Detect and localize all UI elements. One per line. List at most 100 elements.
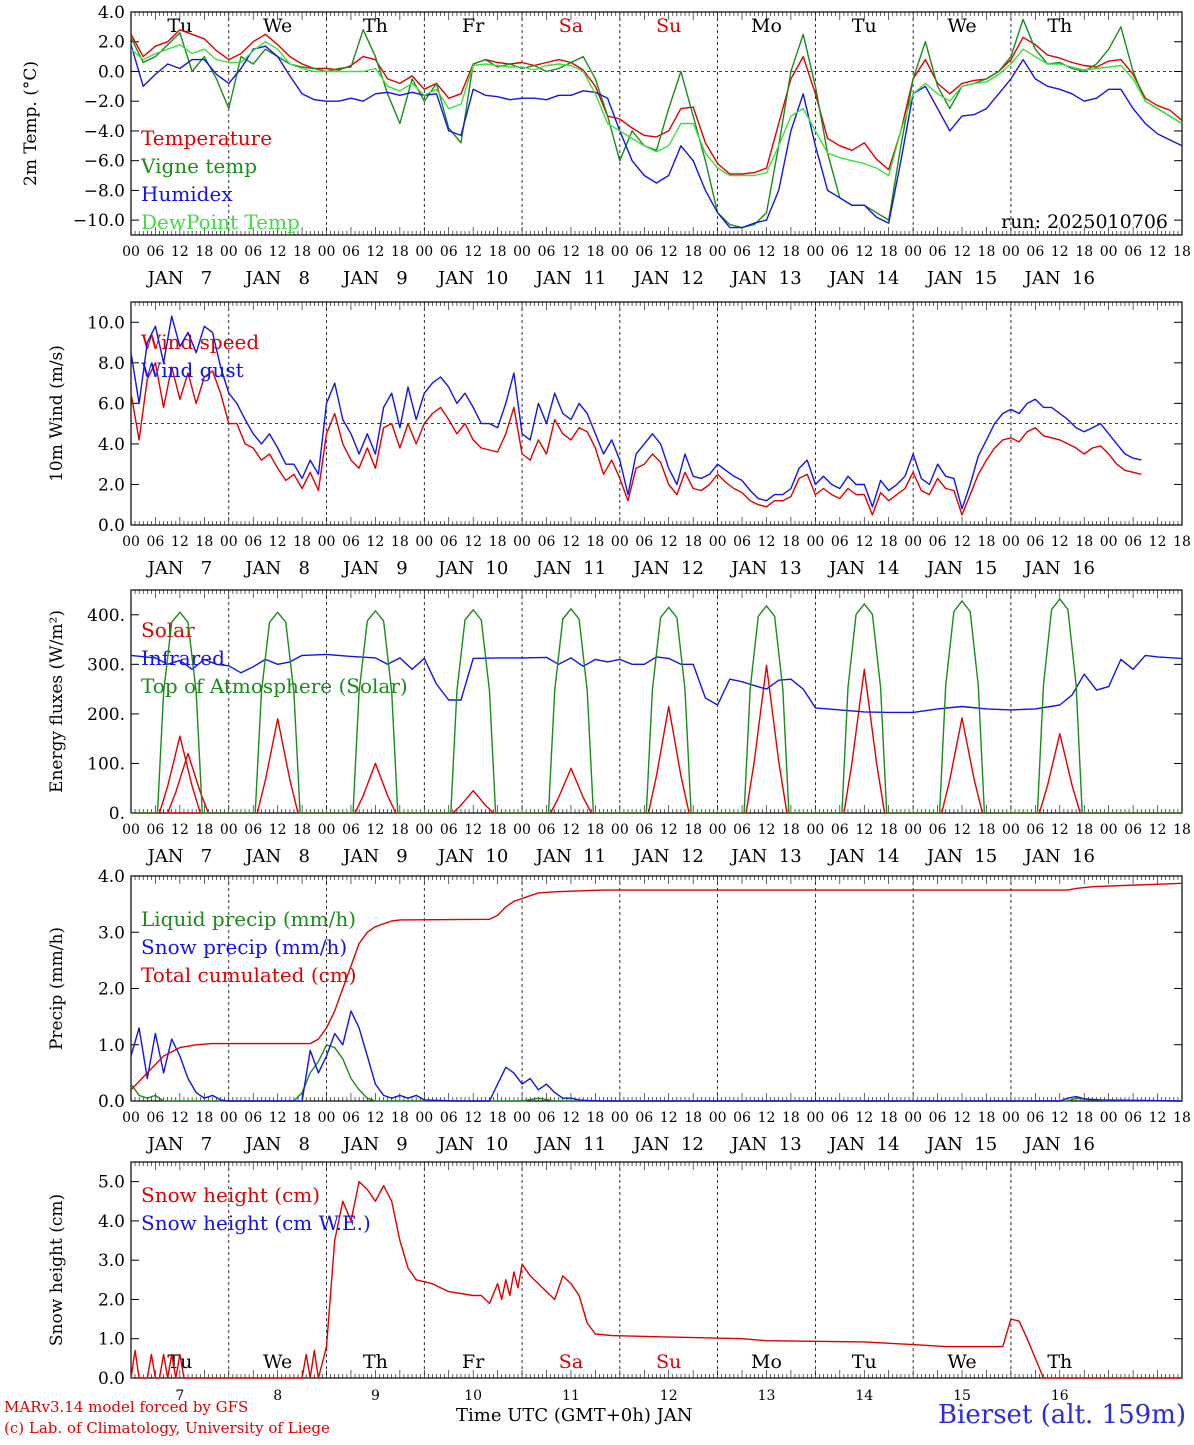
hour-label: 06: [538, 822, 556, 838]
hour-label: 06: [831, 822, 849, 838]
hour-label: 06: [538, 244, 556, 260]
hour-label: 18: [1075, 534, 1093, 550]
y-axis-title: Precip (mm/h): [47, 927, 67, 1050]
series-line-green: [130, 18, 1183, 229]
hour-label: 00: [415, 822, 433, 838]
hour-label: 12: [758, 822, 776, 838]
weekday-label: Th: [363, 15, 388, 37]
date-label: JAN 7: [146, 1134, 213, 1155]
series-line-lightgreen: [130, 41, 1183, 177]
legend-entry: Snow height (cm): [141, 1183, 320, 1207]
hour-label: 00: [513, 244, 531, 260]
y-tick-label: −8.0: [84, 181, 125, 201]
hour-label: 18: [586, 534, 604, 550]
hour-label: 12: [464, 1110, 482, 1126]
date-label: JAN 16: [1023, 1134, 1095, 1155]
hour-label: 00: [318, 1110, 336, 1126]
hour-label: 18: [586, 822, 604, 838]
series-line-blue: [130, 1010, 1183, 1102]
station-label: Bierset (alt. 159m): [937, 1400, 1186, 1430]
y-tick-label: 300.: [87, 655, 125, 675]
y-tick-label: 200.: [87, 705, 125, 725]
y-tick-label: 2.0: [98, 980, 125, 1000]
hour-label: 18: [880, 244, 898, 260]
hour-label: 06: [929, 244, 947, 260]
y-tick-label: 4.0: [98, 867, 125, 887]
hour-label: 12: [269, 534, 287, 550]
hour-label: 00: [220, 534, 238, 550]
plot-frame: [130, 589, 1183, 814]
day-number: 8: [273, 1388, 282, 1404]
day-number: 15: [953, 1388, 971, 1404]
hour-label: 06: [147, 1110, 165, 1126]
date-label: JAN 11: [534, 1134, 606, 1155]
hour-label: 12: [1149, 534, 1167, 550]
hour-label: 12: [464, 534, 482, 550]
date-label: JAN 16: [1023, 558, 1095, 579]
hour-label: 06: [1124, 534, 1142, 550]
y-axis-title: Energy fluxes (W/m²): [47, 610, 67, 793]
hour-label: 18: [782, 244, 800, 260]
hour-label: 00: [318, 244, 336, 260]
y-tick-label: 1.0: [98, 1036, 125, 1056]
hour-label: 06: [147, 822, 165, 838]
model-credit: MARv3.14 model forced by GFS: [4, 1398, 249, 1416]
y-tick-label: 8.0: [98, 354, 125, 374]
date-label: JAN 14: [827, 558, 899, 579]
hour-label: 06: [147, 244, 165, 260]
y-tick-label: 2.0: [98, 475, 125, 495]
hour-label: 00: [122, 822, 140, 838]
date-label: JAN 7: [146, 558, 213, 579]
hour-label: 00: [122, 244, 140, 260]
hour-label: 12: [758, 1110, 776, 1126]
hour-label: 06: [1026, 822, 1044, 838]
date-label: JAN 14: [827, 268, 899, 289]
hour-label: 12: [953, 534, 971, 550]
date-label: JAN 12: [632, 1134, 704, 1155]
hour-label: 06: [733, 534, 751, 550]
hour-label: 18: [586, 244, 604, 260]
hour-label: 18: [391, 244, 409, 260]
weekday-label: Mo: [751, 1351, 782, 1373]
hour-label: 12: [1051, 244, 1069, 260]
hour-label: 00: [220, 244, 238, 260]
weekday-label: Th: [1047, 1351, 1072, 1373]
panel-5: 5.0 4.0 3.0 2.0 1.0 0.0 Snow height (cm) 7 8 9 10 1…: [47, 1161, 1183, 1404]
hour-label: 12: [171, 534, 189, 550]
hour-label: 06: [635, 244, 653, 260]
plot-frame: [130, 11, 1183, 236]
hour-label: 12: [1051, 1110, 1069, 1126]
y-tick-label: 0.: [109, 804, 125, 824]
hour-label: 06: [342, 534, 360, 550]
hour-label: 12: [171, 1110, 189, 1126]
y-axis-title: 2m Temp. (°C): [21, 61, 41, 186]
date-label: JAN 13: [729, 1134, 801, 1155]
hour-label: 06: [635, 1110, 653, 1126]
hour-label: 12: [1149, 822, 1167, 838]
lab-credit: (c) Lab. of Climatology, University of L…: [4, 1419, 330, 1437]
hour-label: 12: [269, 822, 287, 838]
hour-label: 00: [318, 822, 336, 838]
hour-label: 06: [342, 244, 360, 260]
y-tick-label: −10.0: [73, 211, 125, 231]
hour-label: 18: [1173, 244, 1191, 260]
legend-entry: Temperature: [141, 126, 272, 150]
plot-frame: [130, 301, 1183, 526]
hour-label: 18: [195, 244, 213, 260]
legend-entry: Total cumulated (cm): [141, 963, 357, 987]
day-number: 7: [175, 1388, 184, 1404]
series-line-green: [131, 598, 1182, 814]
date-label: JAN 8: [243, 268, 310, 289]
hour-label: 18: [684, 822, 702, 838]
y-tick-label: −4.0: [84, 122, 125, 142]
hour-label: 06: [1124, 244, 1142, 260]
hour-label: 12: [171, 244, 189, 260]
date-label: JAN 16: [1023, 268, 1095, 289]
hour-label: 06: [635, 822, 653, 838]
hour-label: 00: [1002, 244, 1020, 260]
hour-label: 18: [684, 534, 702, 550]
hour-label: 18: [195, 534, 213, 550]
hour-label: 00: [220, 822, 238, 838]
date-label: JAN 9: [341, 268, 408, 289]
y-tick-label: 1.0: [98, 1330, 125, 1350]
